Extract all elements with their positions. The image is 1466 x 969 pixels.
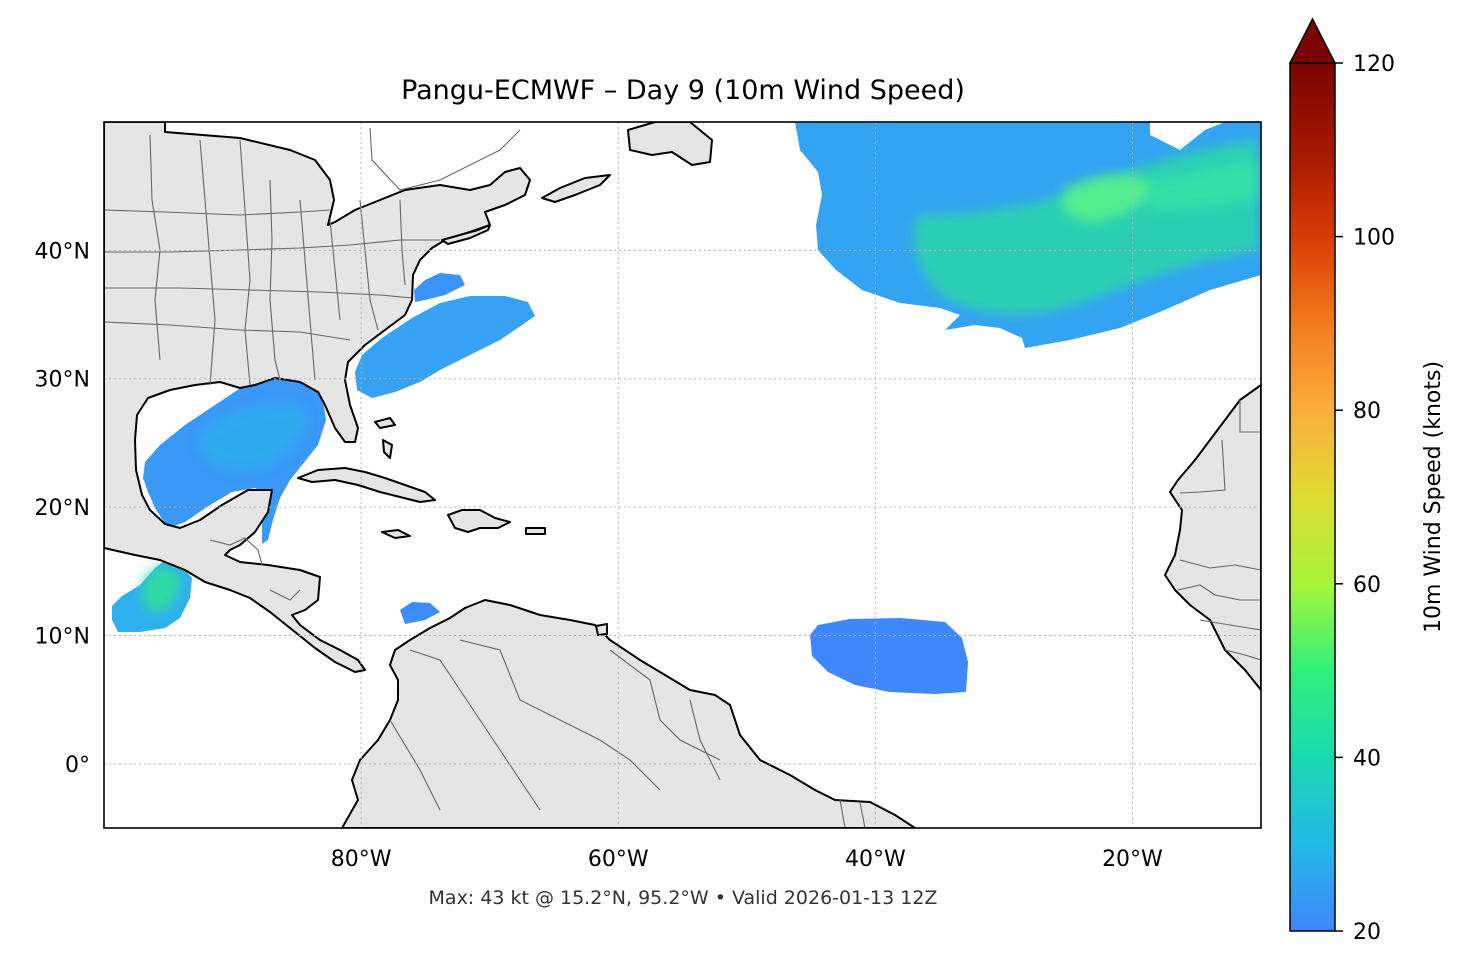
wind-peak-tehuantepec [142, 566, 180, 612]
x-tick-label: 80°W [331, 847, 392, 872]
africa-land [1164, 384, 1261, 691]
colorbar-frame [1289, 62, 1336, 932]
wind-core-gulf [200, 403, 306, 470]
puerto-rico-land [525, 527, 546, 535]
x-tick-label: 60°W [588, 847, 649, 872]
jamaica-land [381, 529, 411, 539]
nova-scotia-land [541, 174, 611, 203]
newfoundland-land [627, 122, 713, 166]
wind-region-caribbean [400, 602, 440, 624]
y-tick-label: 10°N [35, 624, 90, 649]
wind-streak-north-atlantic [1150, 160, 1258, 210]
colorbar-tick-label: 120 [1353, 52, 1395, 77]
y-tick-label: 0° [65, 753, 90, 778]
colorbar-label: 10m Wind Speed (knots) [1421, 361, 1446, 633]
colorbar-extend-arrow [1288, 17, 1337, 64]
trinidad-land [595, 623, 608, 636]
y-axis-labels: 40°N 30°N 20°N 10°N 0° [35, 239, 90, 777]
map-frame [103, 121, 1262, 829]
x-tick-label: 20°W [1102, 847, 1163, 872]
cape-cod-land [441, 224, 491, 245]
hispaniola-land [447, 509, 511, 533]
colorbar-gradient [1290, 63, 1335, 931]
footer-max-info: Max: 43 kt @ 15.2°N, 95.2°W • Valid 2026… [429, 887, 938, 909]
wind-peak-north-atlantic [1061, 175, 1152, 222]
wind-field [112, 122, 1261, 694]
bahamas-land [374, 417, 396, 459]
south-america-land [341, 599, 916, 828]
y-tick-label: 20°N [35, 496, 90, 521]
x-tick-label: 40°W [845, 847, 906, 872]
chart-title: Pangu-ECMWF – Day 9 (10m Wind Speed) [401, 75, 965, 106]
x-axis-labels: 80°W 60°W 40°W 20°W [331, 847, 1163, 872]
colorbar-tick-label: 100 [1353, 226, 1395, 251]
colorbar: 20 40 60 80 100 120 10m Wind Speed (knots) [1288, 17, 1446, 945]
colorbar-ticks: 20 40 60 80 100 120 [1335, 52, 1395, 945]
colorbar-tick-label: 40 [1353, 746, 1381, 771]
colorbar-tick-label: 60 [1353, 573, 1381, 598]
map-panel [104, 122, 1261, 828]
cuba-land [297, 467, 436, 503]
colorbar-tick-label: 80 [1353, 399, 1381, 424]
wind-region-central-atlantic-tropics [810, 618, 968, 694]
y-tick-label: 40°N [35, 239, 90, 264]
y-tick-label: 30°N [35, 368, 90, 393]
colorbar-tick-label: 20 [1353, 920, 1381, 945]
wind-region-us-east-coast [355, 296, 535, 398]
wind-region-mid-atlantic [414, 273, 465, 302]
